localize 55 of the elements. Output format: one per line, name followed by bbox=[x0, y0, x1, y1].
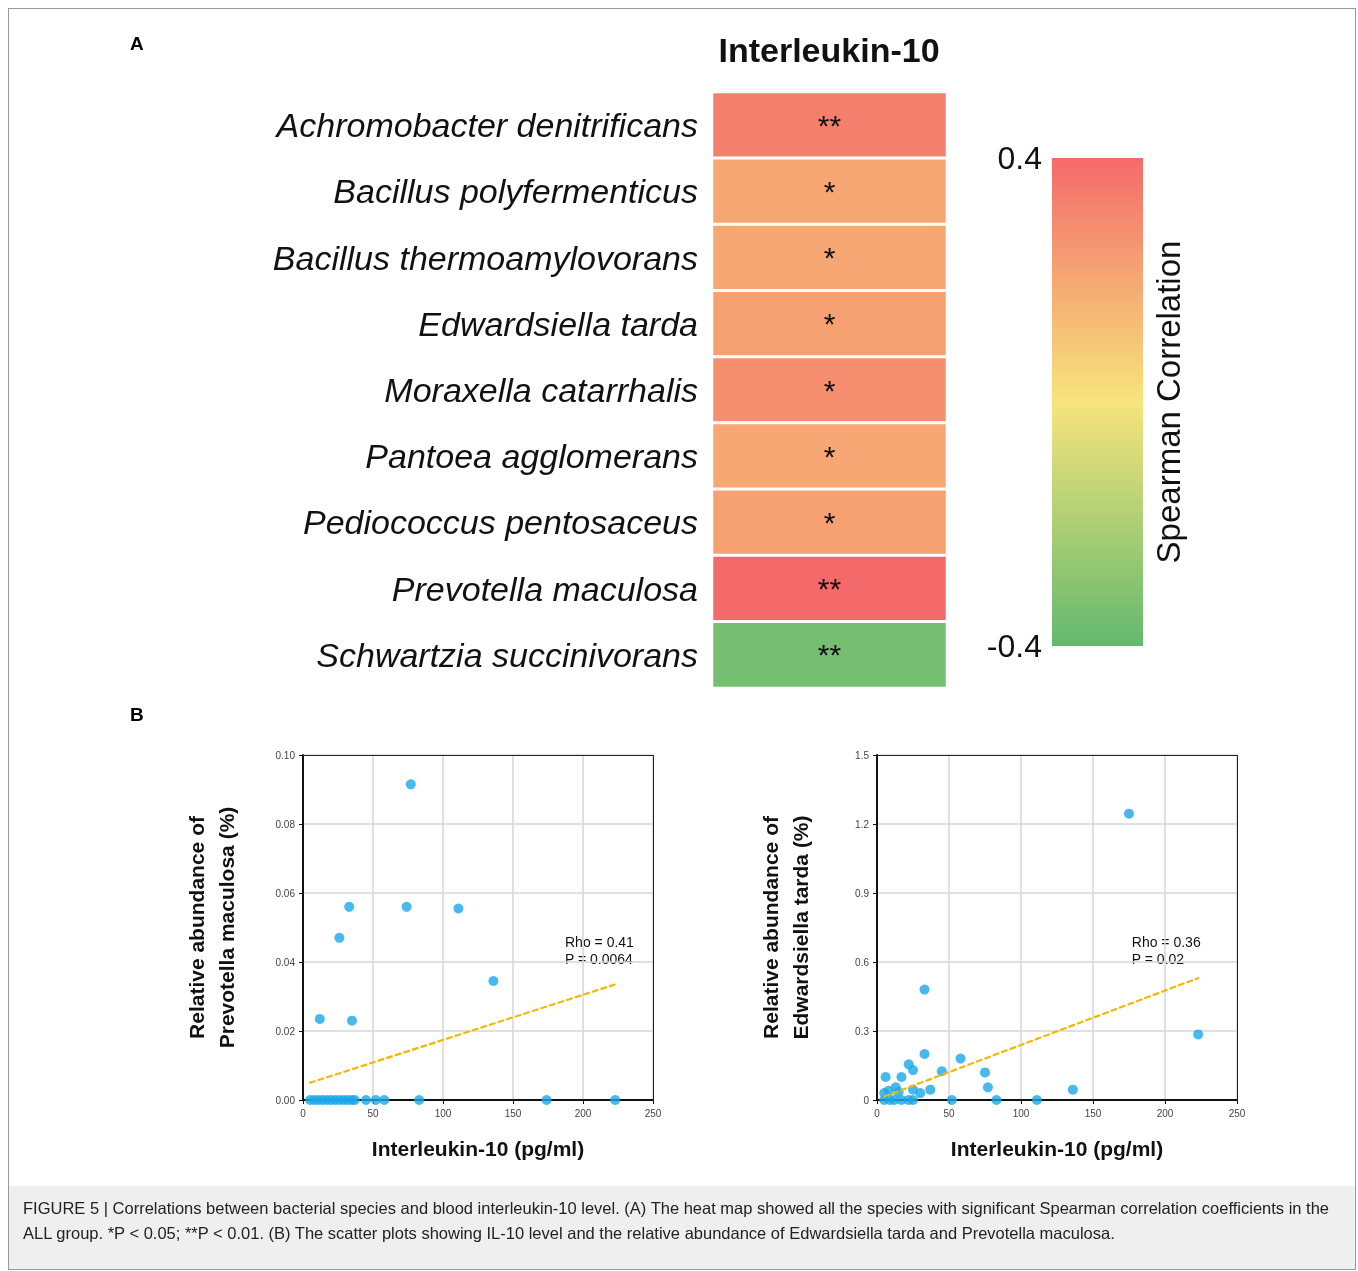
x-axis-title: Interleukin-10 (pg/ml) bbox=[950, 1137, 1164, 1160]
caption: FIGURE 5 | Correlations between bacterial species and blood interleukin-10 level. (A) The heat map showed all the species with significant Spearman correlation coefficients in the ALL group. *P < 0.05; **P < 0.01. (B) The scatter plots showing IL-10 level and the relative abundance of Edwardsiella tarda and Prevotella maculosa. bbox=[9, 1186, 1355, 1269]
annotation: Rho = 0.41 P = 0.0064 bbox=[565, 933, 635, 967]
x-tick-label: 100 bbox=[1012, 1107, 1030, 1119]
x-tick-label: 200 bbox=[574, 1107, 592, 1119]
data-label: ** bbox=[817, 572, 842, 606]
y-axis-title: Relative abundance of Edwardsiella tarda (%) bbox=[758, 815, 812, 1040]
data-label: ** bbox=[817, 108, 842, 142]
x-tick-label: 50 bbox=[367, 1107, 379, 1119]
data-label: * bbox=[823, 307, 836, 341]
x-tick-label: 100 bbox=[434, 1107, 452, 1119]
x-tick-label: 150 bbox=[504, 1107, 522, 1119]
x-tick-label: 0 bbox=[874, 1107, 881, 1119]
x-tick-label: 50 bbox=[943, 1107, 955, 1119]
y-tick-label: 0.08 bbox=[275, 818, 296, 830]
text: A bbox=[130, 33, 144, 54]
x-tick-label: 200 bbox=[1156, 1107, 1174, 1119]
y-tick-label: Bacillus thermoamylovorans bbox=[272, 238, 698, 277]
y-tick-label: Bacillus polyfermenticus bbox=[333, 172, 698, 211]
data-label: * bbox=[823, 174, 836, 208]
color-bar-label: 0.4 bbox=[997, 140, 1042, 176]
y-tick-label: Pantoea agglomerans bbox=[365, 437, 698, 476]
y-tick-label: Pediococcus pentosaceus bbox=[302, 503, 698, 542]
y-tick-label: 0.10 bbox=[275, 749, 296, 761]
y-tick-label: 0.3 bbox=[855, 1025, 870, 1037]
y-axis-title: Relative abundance of Prevotella maculosa (%) bbox=[184, 806, 238, 1049]
y-tick-label: Achromobacter denitrificans bbox=[274, 106, 698, 145]
y-tick-label: Moraxella catarrhalis bbox=[384, 371, 698, 409]
y-tick-label: Schwartzia succinivorans bbox=[316, 635, 698, 674]
y-tick-label: 0.6 bbox=[855, 956, 870, 968]
data-label: * bbox=[823, 373, 836, 407]
data-label: * bbox=[823, 241, 836, 275]
y-tick-label: 0.04 bbox=[275, 956, 296, 968]
y-tick-label: 1.2 bbox=[855, 818, 870, 830]
y-tick-label: 1.5 bbox=[855, 749, 870, 761]
x-tick-label: 150 bbox=[1084, 1107, 1102, 1119]
x-axis-title: Interleukin-10 (pg/ml) bbox=[371, 1137, 585, 1160]
y-tick-label: 0.02 bbox=[275, 1025, 296, 1037]
y-tick-label: 0.9 bbox=[855, 887, 870, 899]
data-label: ** bbox=[817, 638, 842, 672]
y-tick-label: 0.00 bbox=[275, 1094, 296, 1106]
text: B bbox=[130, 704, 144, 725]
color-bar-title: Spearman Correlation bbox=[1150, 240, 1187, 564]
x-tick-label: 250 bbox=[644, 1107, 662, 1119]
x-tick-label: 0 bbox=[300, 1107, 307, 1119]
x-tick-label: 250 bbox=[1228, 1107, 1246, 1119]
annotation: Rho = 0.36 P = 0.02 bbox=[1131, 933, 1201, 967]
y-tick-label: 0 bbox=[863, 1094, 870, 1106]
data-label: * bbox=[823, 505, 836, 539]
data-label: * bbox=[823, 439, 836, 473]
y-tick-label: 0.06 bbox=[275, 887, 296, 899]
chart-title: Interleukin-10 bbox=[718, 31, 940, 69]
y-tick-label: Edwardsiella tarda bbox=[418, 304, 698, 343]
color-bar-label: -0.4 bbox=[986, 628, 1042, 664]
y-tick-label: Prevotella maculosa bbox=[391, 569, 698, 608]
